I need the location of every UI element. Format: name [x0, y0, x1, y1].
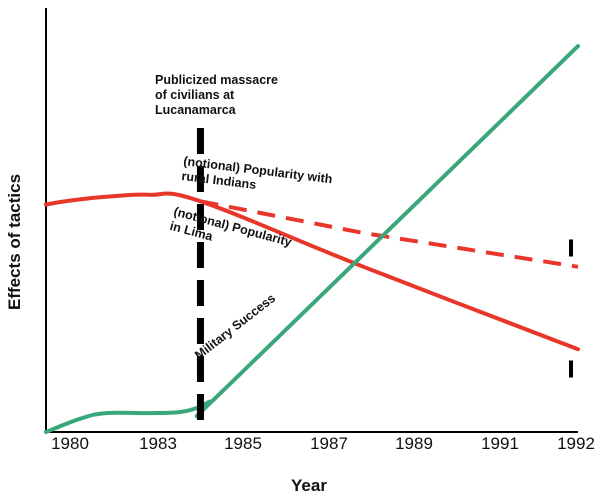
massacre-label-line: of civilians at [155, 88, 235, 102]
x-tick-label: 1980 [51, 434, 89, 453]
series-line-red-solid [44, 191, 580, 352]
end-marker [569, 239, 573, 257]
end-marker [569, 360, 573, 378]
massacre-label-line: Lucanamarca [155, 103, 237, 117]
massacre-label-line: Publicized massacre [155, 73, 278, 87]
x-tick-label: 1992 [557, 434, 595, 453]
series-line-green [44, 44, 580, 434]
massacre-label: Publicized massacre of civilians at Luca… [155, 73, 278, 117]
annotation-popularity-rural-indians: (notional) Popularity with rural Indians [181, 154, 333, 192]
x-tick-label: 1991 [481, 434, 519, 453]
x-tick-label: 1983 [139, 434, 177, 453]
x-tick-label: 1985 [224, 434, 262, 453]
x-axis-title: Year [291, 476, 327, 495]
x-tick-labels: 1980 1983 1985 1987 1989 1991 1992 [51, 434, 595, 453]
y-axis-title: Effects of tactics [5, 174, 24, 310]
x-tick-label: 1989 [395, 434, 433, 453]
x-tick-label: 1987 [310, 434, 348, 453]
